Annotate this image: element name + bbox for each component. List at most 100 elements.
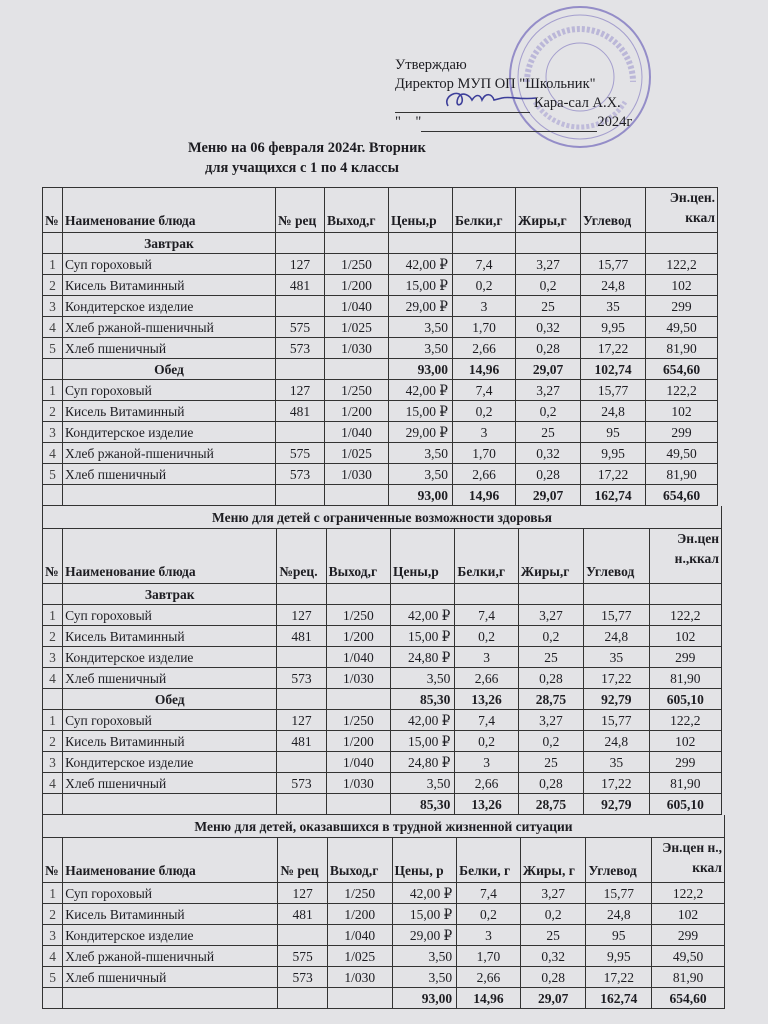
dish-row: 5 Хлеб пшеничный 573 1/030 3,50 2,66 0,28 17,22… <box>42 337 718 359</box>
cell-price: 42,00 ₽ <box>388 253 453 275</box>
cell-number: 5 <box>42 463 63 485</box>
cell-number: 3 <box>41 646 64 668</box>
cell-number <box>41 688 64 710</box>
cell-number: 5 <box>42 337 63 359</box>
cell-dish-name: Кондитерское изделие <box>62 751 278 773</box>
header-recipe-no: № рец <box>275 187 325 233</box>
cell-recipe-no: 575 <box>277 945 328 967</box>
header-number: № <box>41 528 64 584</box>
cell-fat: 29,07 <box>519 987 587 1009</box>
header-portion: Выход,г <box>326 837 393 883</box>
header-row: № Наименование блюда № рец Выход,г Цены, р Бе… <box>41 837 725 883</box>
total-row: 93,00 14,96 29,07 162,74 654,60 <box>42 484 718 506</box>
cell-dish-name: Хлеб ржаной-пшеничный <box>62 442 276 464</box>
cell-price: 3,50 <box>388 442 453 464</box>
cell-dish-name: Кисель Витаминный <box>62 730 278 752</box>
cell-energy: 102 <box>651 903 725 925</box>
cell-fat: 0,2 <box>515 400 581 422</box>
cell-number: 5 <box>41 966 64 988</box>
cell-carbs: 24,8 <box>583 730 650 752</box>
cell-protein: 3 <box>454 751 519 773</box>
cell-number: 2 <box>41 903 64 925</box>
dish-row: 2 Кисель Витаминный 481 1/200 15,00 ₽0,2 0,2 2… <box>41 730 722 752</box>
dish-row: 2 Кисель Витаминный 481 1/200 15,00 ₽0,2 0,2 2… <box>41 625 722 647</box>
cell-number <box>41 987 64 1009</box>
cell-fat: 0,32 <box>515 316 581 338</box>
menu-table-difficult-situation: Меню для детей, оказавшихся в трудной жи… <box>41 815 725 1009</box>
cell-carbs: 9,95 <box>580 442 646 464</box>
cell-portion: 1/025 <box>324 316 389 338</box>
cell-portion <box>326 987 393 1009</box>
cell-price: 15,00 ₽ <box>390 625 456 647</box>
header-recipe-no: № рец <box>277 837 328 883</box>
cell-dish-name: Суп гороховый <box>62 379 276 401</box>
header-dish-name: Наименование блюда <box>62 837 279 883</box>
cell-dish-name: Обед <box>62 358 276 380</box>
dish-row: 3 Кондитерское изделие 1/040 24,80 ₽3 25 35 29… <box>41 751 722 773</box>
cell-fat: 0,28 <box>515 337 581 359</box>
dish-row: 2 Кисель Витаминный 481 1/200 15,00 ₽0,2 0,2 2… <box>42 274 718 296</box>
header-carbs: Углевод <box>585 837 653 883</box>
cell-dish-name: Хлеб пшеничный <box>62 772 278 794</box>
cell-protein: 2,66 <box>454 667 519 689</box>
cell-protein: 7,4 <box>456 882 521 904</box>
header-row: № Наименование блюда № рец Выход,г Цены,р Бел… <box>42 187 718 233</box>
cell-energy: 122,2 <box>645 253 718 275</box>
cell-dish-name: Суп гороховый <box>62 882 279 904</box>
cell-number: 3 <box>41 924 64 946</box>
cell-carbs: 17,22 <box>583 667 650 689</box>
cell-price: 24,80 ₽ <box>390 751 456 773</box>
cell-fat: 0,2 <box>517 625 585 647</box>
cell-recipe-no: 127 <box>276 604 327 626</box>
cell-number: 1 <box>41 882 64 904</box>
header-number: № <box>42 187 63 233</box>
cell-recipe-no: 575 <box>275 316 325 338</box>
signature <box>446 92 537 107</box>
menu-tables: № Наименование блюда № рец Выход,г Цены,р Бел… <box>41 187 725 1009</box>
meal-section-row: Завтрак <box>41 583 722 605</box>
header-price: Цены, р <box>391 837 458 883</box>
cell-dish-name: Хлеб пшеничный <box>62 966 279 988</box>
cell-protein: 0,2 <box>454 730 519 752</box>
cell-carbs: 95 <box>580 421 646 443</box>
cell-energy: 299 <box>645 421 718 443</box>
cell-fat: 28,75 <box>517 793 585 815</box>
cell-protein: 3 <box>454 646 519 668</box>
total-row: 85,30 13,26 28,75 92,79 605,10 <box>41 793 722 815</box>
cell-price: 93,00 <box>391 987 458 1009</box>
cell-carbs: 15,77 <box>583 604 650 626</box>
cell-price: 3,50 <box>388 316 453 338</box>
cell-energy: 299 <box>648 646 722 668</box>
header-fat: Жиры,г <box>515 187 581 233</box>
cell-energy: 49,50 <box>651 945 725 967</box>
header-portion: Выход,г <box>325 528 392 584</box>
cell-price: 85,30 <box>390 688 456 710</box>
cell-price: 15,00 ₽ <box>391 903 458 925</box>
cell-portion: 1/030 <box>326 966 393 988</box>
cell-number: 1 <box>41 604 64 626</box>
cell-recipe-no <box>277 987 328 1009</box>
cell-dish-name <box>62 793 278 815</box>
cell-carbs: 102,74 <box>580 358 646 380</box>
cell-fat: 29,07 <box>515 358 581 380</box>
cell-portion: 1/200 <box>326 903 393 925</box>
cell-number: 4 <box>42 316 63 338</box>
header-fat: Жиры,г <box>517 528 585 584</box>
dish-row: 5 Хлеб пшеничный 573 1/030 3,50 2,66 0,28 17,22… <box>41 966 725 988</box>
cell-carbs: 35 <box>583 751 650 773</box>
cell-recipe-no: 481 <box>277 903 328 925</box>
cell-recipe-no: 127 <box>277 882 328 904</box>
cell-recipe-no: 481 <box>276 625 327 647</box>
cell-price: 29,00 ₽ <box>391 924 458 946</box>
cell-carbs: 15,77 <box>585 882 653 904</box>
cell-price: 29,00 ₽ <box>388 295 453 317</box>
cell-fat: 0,28 <box>517 772 585 794</box>
cell-carbs: 15,77 <box>580 379 646 401</box>
cell-energy: 102 <box>645 274 718 296</box>
cell-protein: 1,70 <box>456 945 521 967</box>
cell-portion: 1/025 <box>326 945 393 967</box>
cell-protein: 7,4 <box>452 253 516 275</box>
dish-row: 1 Суп гороховый 127 1/250 42,00 ₽7,4 3,27 15,7… <box>42 379 718 401</box>
cell-fat: 0,28 <box>519 966 587 988</box>
cell-portion: 1/030 <box>324 337 389 359</box>
